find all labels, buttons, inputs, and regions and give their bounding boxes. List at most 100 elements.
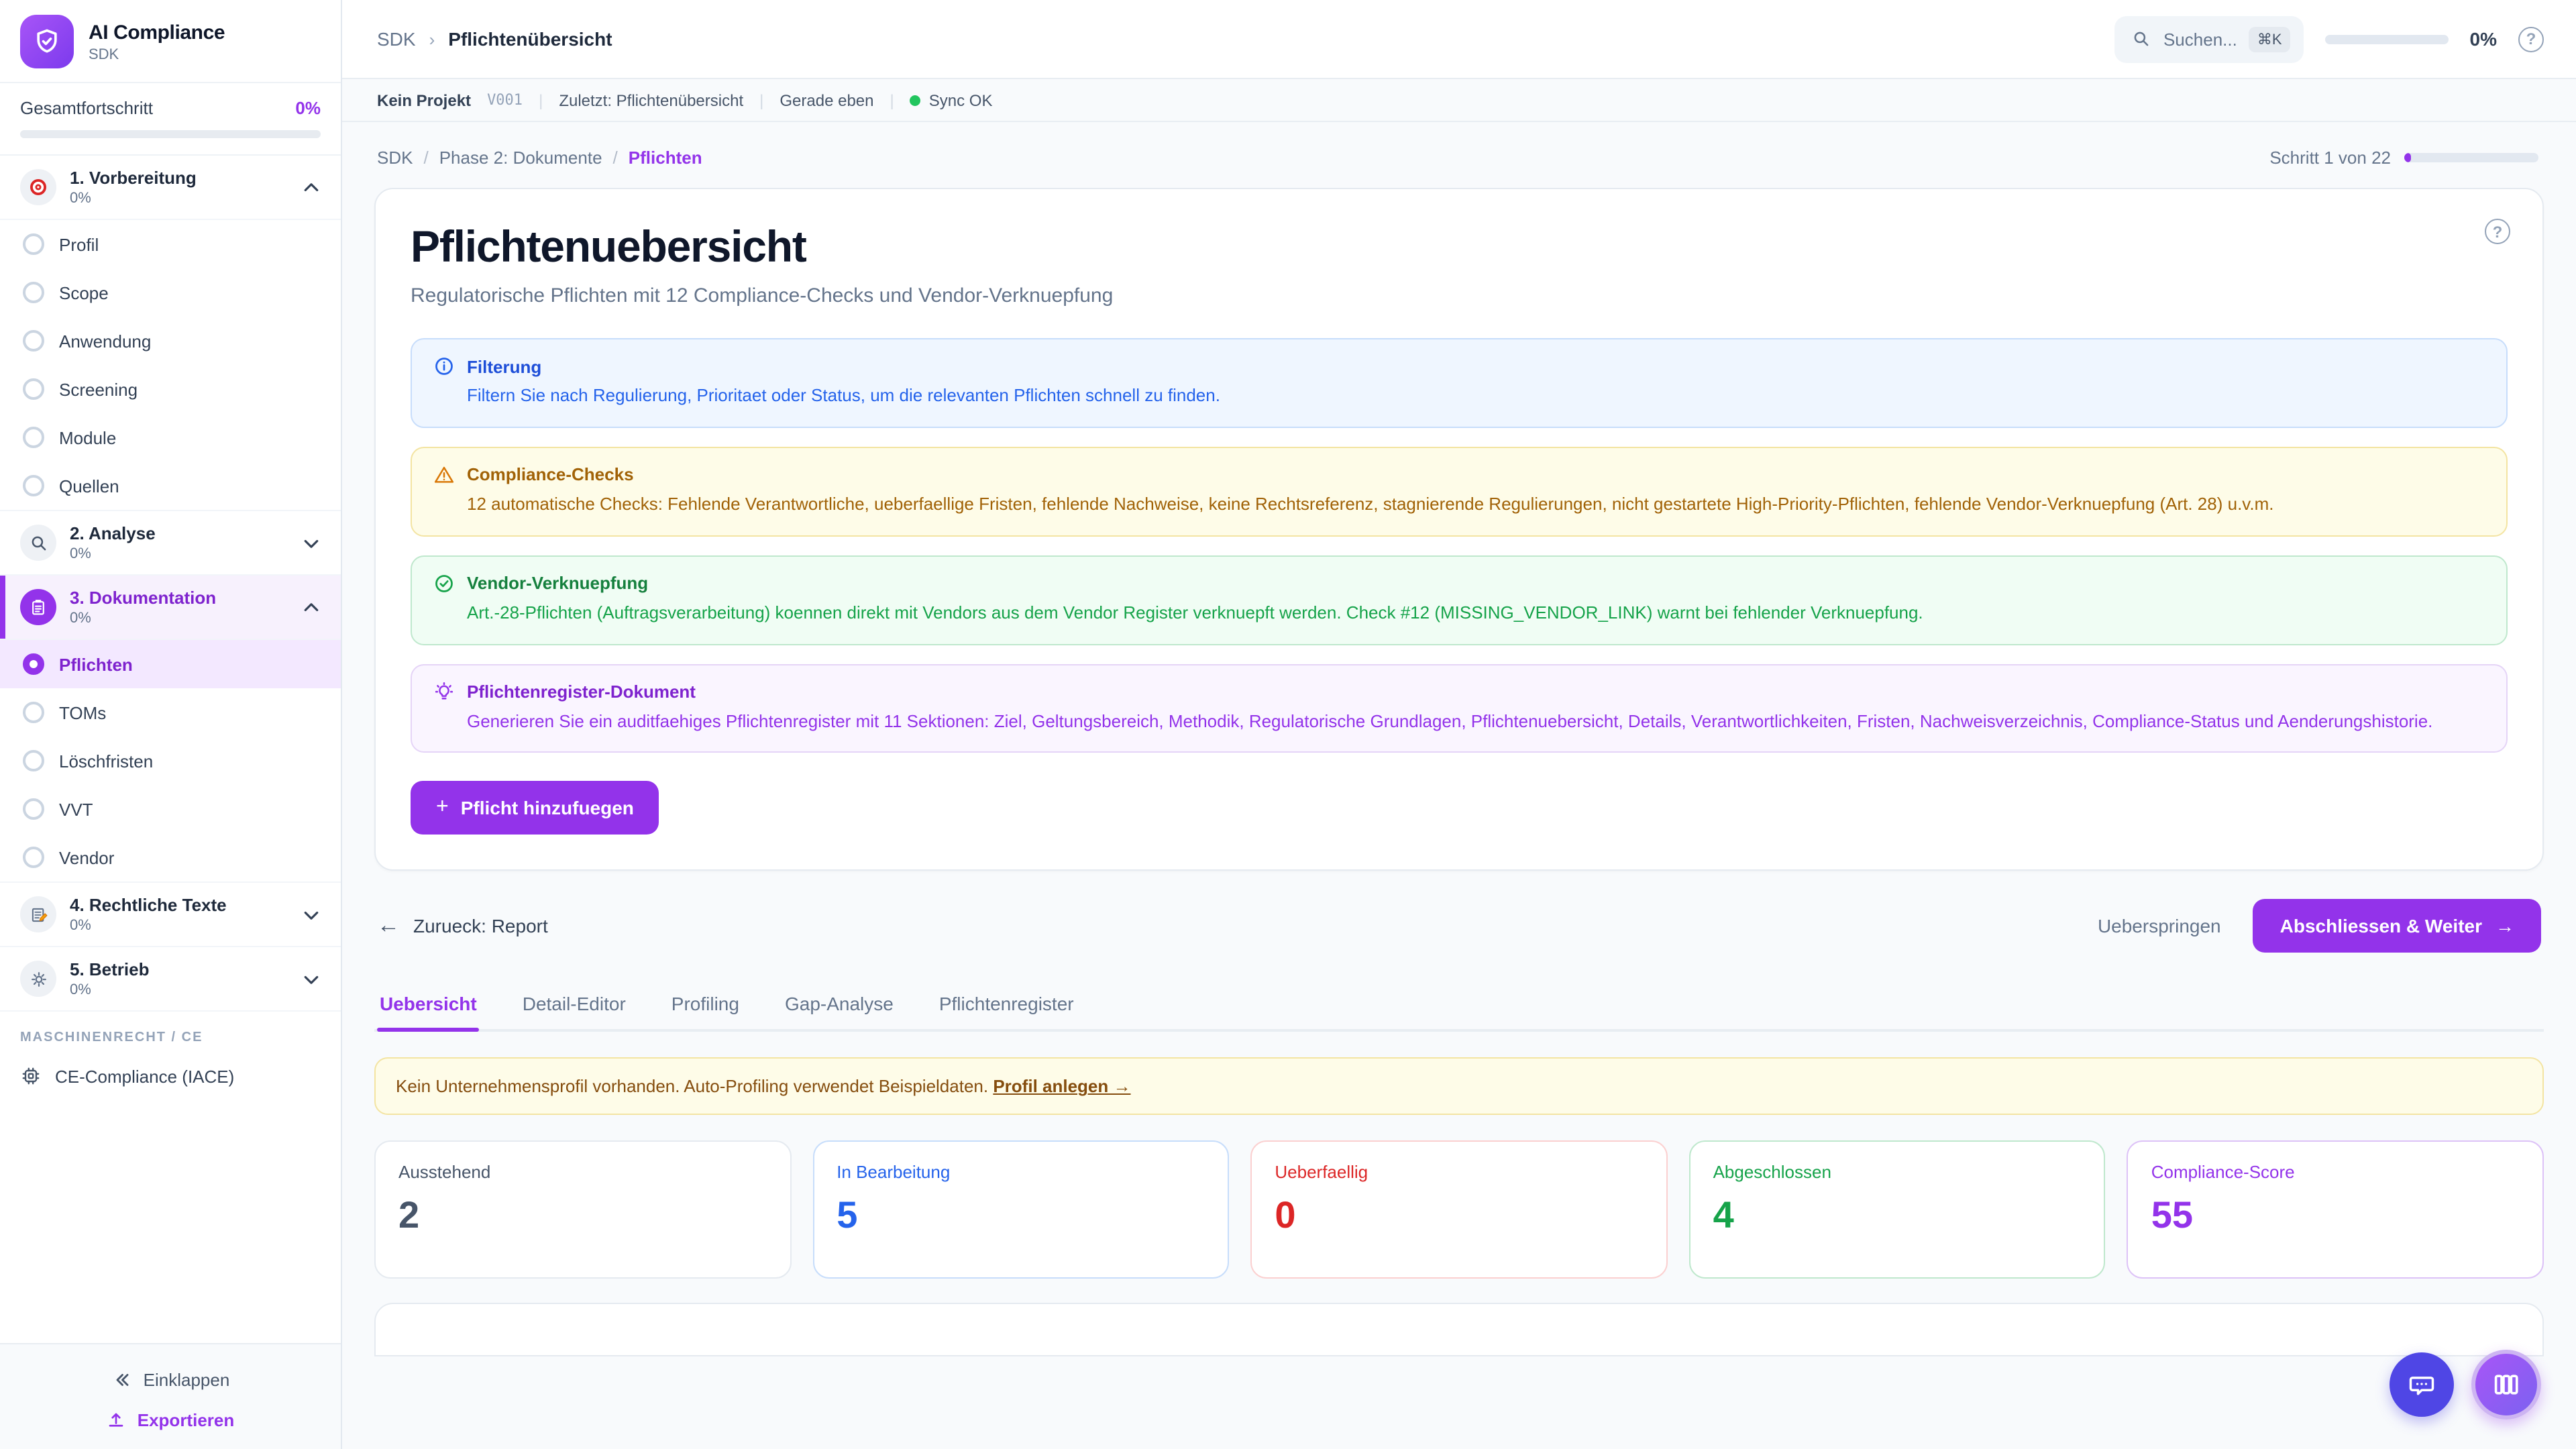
tab-detail-editor[interactable]: Detail-Editor <box>522 993 626 1015</box>
gear-icon <box>20 961 56 997</box>
info-box-body: Generieren Sie ein auditfaehiges Pflicht… <box>467 710 2433 731</box>
tab-uebersicht[interactable]: Uebersicht <box>377 983 480 1032</box>
divider: | <box>890 91 894 109</box>
chat-button[interactable] <box>2390 1352 2454 1417</box>
columns-icon <box>2494 1375 2518 1395</box>
stat-label: Abgeschlossen <box>1713 1162 1831 1183</box>
lightbulb-icon <box>435 682 453 699</box>
columns-panel-button[interactable] <box>2471 1350 2541 1419</box>
search-icon <box>2135 32 2149 46</box>
sidebar-item-label: Screening <box>59 379 138 399</box>
help-icon[interactable]: ? <box>2518 26 2544 52</box>
sidebar-item-profil[interactable]: Profil <box>0 220 341 268</box>
export-label: Exportieren <box>137 1410 235 1430</box>
upload-icon <box>109 1413 124 1427</box>
sidebar-item-label: Quellen <box>59 476 119 496</box>
wizard-nav-row: ← Zurueck: Report Ueberspringen Abschlie… <box>377 899 2541 953</box>
overall-progress-value: 0% <box>295 98 321 118</box>
sidebar-phase-vorbereitung[interactable]: 1. Vorbereitung 0% <box>0 156 341 220</box>
sidebar-item-anwendung[interactable]: Anwendung <box>0 317 341 365</box>
last-saved-time: Gerade eben <box>780 91 874 109</box>
info-box-compliance-checks: Compliance-Checks 12 automatische Checks… <box>411 446 2508 537</box>
stat-label: Ausstehend <box>398 1162 491 1183</box>
stat-card-compliance-score: Compliance-Score 55 <box>2127 1140 2544 1279</box>
skip-button[interactable]: Ueberspringen <box>2097 915 2221 937</box>
sidebar-item-label: Anwendung <box>59 331 152 351</box>
overall-progress-bar <box>20 130 321 138</box>
finish-and-next-button[interactable]: Abschliessen & Weiter → <box>2253 899 2541 953</box>
arrow-right-icon: → <box>2496 915 2514 937</box>
sidebar-phase-betrieb[interactable]: 5. Betrieb 0% <box>0 947 341 1012</box>
chevron-up-icon <box>304 602 319 611</box>
phase-label: 1. Vorbereitung <box>70 168 197 188</box>
add-pflicht-button[interactable]: + Pflicht hinzufuegen <box>411 781 659 835</box>
floating-buttons <box>2390 1350 2541 1419</box>
chevron-down-icon <box>304 975 319 983</box>
info-icon <box>435 358 453 375</box>
tab-profiling[interactable]: Profiling <box>671 993 739 1015</box>
page-breadcrumb-row: SDK / Phase 2: Dokumente / Pflichten Sch… <box>374 122 2544 188</box>
stat-value: 4 <box>1713 1194 1734 1236</box>
breadcrumb-sdk[interactable]: SDK <box>377 148 413 168</box>
breadcrumb-phase[interactable]: Phase 2: Dokumente <box>439 148 602 168</box>
sidebar-item-ce-compliance[interactable]: CE-Compliance (IACE) <box>0 1053 341 1103</box>
info-box-vendor-verknuepfung: Vendor-Verknuepfung Art.-28-Pflichten (A… <box>411 555 2508 645</box>
memo-pencil-icon <box>20 896 56 932</box>
phase-progress: 0% <box>70 546 91 562</box>
warning-text: Kein Unternehmensprofil vorhanden. Auto-… <box>396 1076 989 1097</box>
sidebar-item-loeschfristen[interactable]: Löschfristen <box>0 737 341 785</box>
phase-label: 3. Dokumentation <box>70 588 217 608</box>
info-box-title: Pflichtenregister-Dokument <box>467 682 696 702</box>
info-box-filterung: Filterung Filtern Sie nach Regulierung, … <box>411 338 2508 428</box>
sidebar-item-scope[interactable]: Scope <box>0 268 341 317</box>
phase-list: 1. Vorbereitung 0% Profil Scope Anwendun… <box>0 156 341 1343</box>
header-progress-value: 0% <box>2469 28 2497 50</box>
phase-label: 5. Betrieb <box>70 959 150 979</box>
stat-label: Compliance-Score <box>2151 1162 2295 1183</box>
search-input[interactable]: Suchen... ⌘K <box>2114 15 2304 62</box>
tab-pflichtenregister[interactable]: Pflichtenregister <box>938 993 1074 1015</box>
back-to-report-link[interactable]: ← Zurueck: Report <box>377 913 548 940</box>
create-profile-link[interactable]: Profil anlegen → <box>993 1076 1131 1097</box>
radio-icon <box>23 330 44 352</box>
stat-value: 0 <box>1275 1194 1296 1236</box>
overall-progress: Gesamtfortschritt 0% <box>0 83 341 156</box>
radio-icon <box>23 847 44 868</box>
sidebar-phase-analyse[interactable]: 2. Analyse 0% <box>0 511 341 576</box>
sidebar-item-quellen[interactable]: Quellen <box>0 462 341 511</box>
sidebar: AI Compliance SDK Gesamtfortschritt 0% 1… <box>0 0 342 1449</box>
stat-card-ueberfaellig: Ueberfaellig 0 <box>1250 1140 1668 1279</box>
radio-icon <box>23 378 44 400</box>
sidebar-item-label: Vendor <box>59 847 115 867</box>
export-button[interactable]: Exportieren <box>0 1399 341 1430</box>
breadcrumb-root[interactable]: SDK <box>377 28 416 50</box>
breadcrumb-separator: / <box>423 148 429 168</box>
sidebar-item-vvt[interactable]: VVT <box>0 785 341 833</box>
stat-label: Ueberfaellig <box>1275 1162 1368 1183</box>
sidebar-item-pflichten[interactable]: Pflichten <box>0 640 341 688</box>
sidebar-item-label: Module <box>59 427 117 447</box>
sidebar-phase-rechtliche-texte[interactable]: 4. Rechtliche Texte 0% <box>0 883 341 947</box>
chevron-up-icon <box>304 182 319 191</box>
sidebar-item-module[interactable]: Module <box>0 413 341 462</box>
app-subtitle: SDK <box>89 46 119 62</box>
target-icon <box>20 169 56 205</box>
sync-status: Sync OK <box>910 91 992 109</box>
sidebar-item-screening[interactable]: Screening <box>0 365 341 413</box>
card-help-icon[interactable]: ? <box>2485 219 2510 244</box>
sidebar-item-vendor[interactable]: Vendor <box>0 833 341 883</box>
phase-label: 2. Analyse <box>70 523 156 543</box>
collapse-sidebar-button[interactable]: Einklappen <box>0 1360 341 1399</box>
breadcrumb: SDK › Pflichtenübersicht <box>377 28 612 50</box>
step-progress-bar <box>2404 153 2538 162</box>
radio-icon <box>23 750 44 771</box>
tab-gap-analyse[interactable]: Gap-Analyse <box>784 993 894 1015</box>
sidebar-item-label: Löschfristen <box>59 751 154 771</box>
stats-row: Ausstehend 2 In Bearbeitung 5 Ueberfaell… <box>374 1140 2544 1279</box>
stat-value: 5 <box>837 1194 858 1236</box>
breadcrumb-current-page: Pflichten <box>628 148 702 168</box>
header-progress-bar <box>2324 34 2449 44</box>
sidebar-phase-dokumentation[interactable]: 3. Dokumentation 0% <box>0 576 341 640</box>
sidebar-item-toms[interactable]: TOMs <box>0 688 341 737</box>
